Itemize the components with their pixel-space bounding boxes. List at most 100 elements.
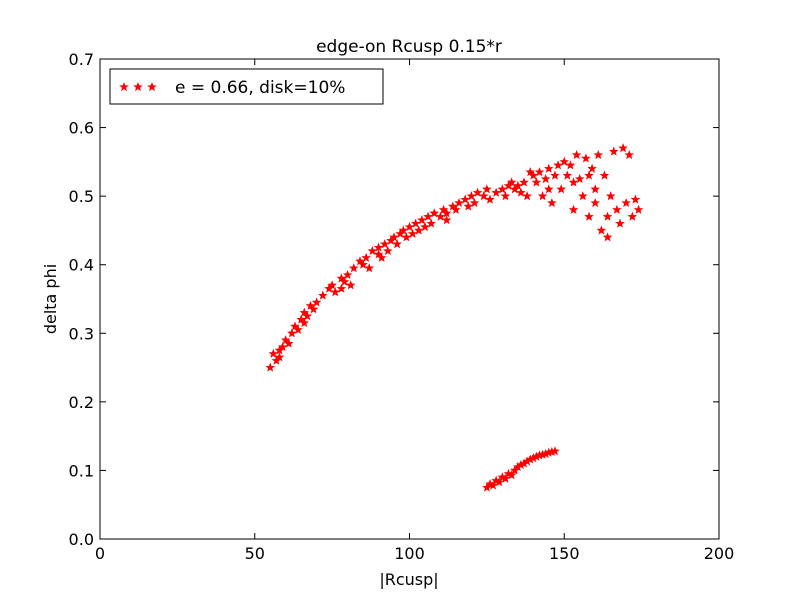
data-point xyxy=(506,177,517,187)
data-point xyxy=(599,170,610,180)
data-point xyxy=(420,221,430,232)
data-point xyxy=(590,197,600,208)
legend-box xyxy=(109,68,384,105)
data-point xyxy=(519,177,529,187)
data-point xyxy=(627,211,638,221)
data-point xyxy=(565,160,576,170)
data-point xyxy=(584,211,594,221)
data-point xyxy=(488,480,498,490)
data-point xyxy=(463,201,474,211)
data-point xyxy=(587,163,597,173)
chart-title: edge-on Rcusp 0.15*r xyxy=(316,37,502,57)
data-point xyxy=(318,290,328,300)
data-point xyxy=(550,446,560,456)
data-point xyxy=(268,348,279,358)
data-point xyxy=(435,211,446,221)
data-point xyxy=(500,473,511,483)
data-point xyxy=(361,252,371,262)
data-point xyxy=(364,263,375,273)
data-point xyxy=(265,362,276,372)
data-point xyxy=(367,245,378,256)
y-tick-label: 0.5 xyxy=(69,187,94,206)
data-point xyxy=(413,225,424,235)
data-point xyxy=(302,311,313,321)
data-point xyxy=(550,170,560,180)
data-point xyxy=(274,345,285,355)
legend-marker xyxy=(119,81,157,92)
data-point xyxy=(608,146,619,156)
data-point xyxy=(624,149,635,160)
data-point xyxy=(358,259,368,269)
data-point xyxy=(308,304,319,314)
data-point xyxy=(293,324,303,334)
y-tick-label: 0.2 xyxy=(69,393,94,412)
data-point xyxy=(602,232,613,242)
data-point xyxy=(596,225,607,235)
data-point xyxy=(407,228,418,238)
data-point xyxy=(494,477,505,487)
y-tick-label: 0.6 xyxy=(69,119,94,138)
data-point xyxy=(605,191,616,201)
data-point xyxy=(568,177,579,187)
data-point xyxy=(618,143,628,153)
data-point xyxy=(497,184,508,194)
data-point xyxy=(454,197,464,208)
data-point xyxy=(392,239,402,249)
data-point xyxy=(379,239,390,249)
y-axis-label: delta phi xyxy=(41,264,60,334)
data-point xyxy=(612,204,622,214)
data-point xyxy=(410,218,421,228)
data-point xyxy=(327,280,337,290)
data-point xyxy=(423,211,433,221)
data-point xyxy=(491,187,501,197)
data-point xyxy=(330,287,341,297)
data-point xyxy=(556,184,566,194)
data-point xyxy=(562,170,573,180)
plot-frame xyxy=(99,58,720,540)
data-point xyxy=(578,191,588,201)
data-point xyxy=(299,317,310,328)
y-tick-label: 0.7 xyxy=(69,50,94,69)
data-point xyxy=(429,208,440,218)
x-tick-label: 100 xyxy=(394,544,425,563)
data-point xyxy=(525,167,535,177)
data-point xyxy=(274,352,285,362)
data-point xyxy=(615,218,625,228)
x-tick-label: 50 xyxy=(245,544,265,563)
data-point xyxy=(339,276,350,286)
data-point xyxy=(593,149,604,160)
data-point xyxy=(574,173,585,184)
data-point xyxy=(373,249,384,259)
y-tick-label: 0.4 xyxy=(69,256,94,275)
y-tick-label: 0.0 xyxy=(69,530,94,549)
data-point xyxy=(441,215,452,225)
data-point xyxy=(401,232,412,242)
axis-ticks: 0 50 100 150 200 0.0 0.1 0.2 0.3 0.4 0.5 0.6 0.7 xyxy=(69,50,735,563)
data-point xyxy=(460,194,470,204)
data-point xyxy=(417,215,427,225)
legend-star xyxy=(119,81,129,92)
data-point xyxy=(522,191,532,201)
data-point xyxy=(633,204,644,214)
y-tick-label: 0.3 xyxy=(69,324,94,343)
data-point xyxy=(451,204,461,214)
data-point xyxy=(559,156,570,166)
data-point xyxy=(284,338,294,348)
data-point xyxy=(553,160,563,170)
data-point xyxy=(568,204,579,214)
data-point xyxy=(466,191,477,201)
data-point xyxy=(472,187,483,197)
data-point xyxy=(543,184,554,194)
data-point xyxy=(571,149,582,160)
data-point xyxy=(602,211,613,221)
data-point xyxy=(373,242,384,252)
data-point xyxy=(478,191,489,201)
data-point xyxy=(537,191,548,201)
data-point xyxy=(469,197,480,208)
data-point xyxy=(500,191,511,201)
x-tick-label: 150 xyxy=(549,544,580,563)
data-point xyxy=(516,187,526,197)
data-point xyxy=(426,218,436,228)
data-point xyxy=(584,170,594,180)
